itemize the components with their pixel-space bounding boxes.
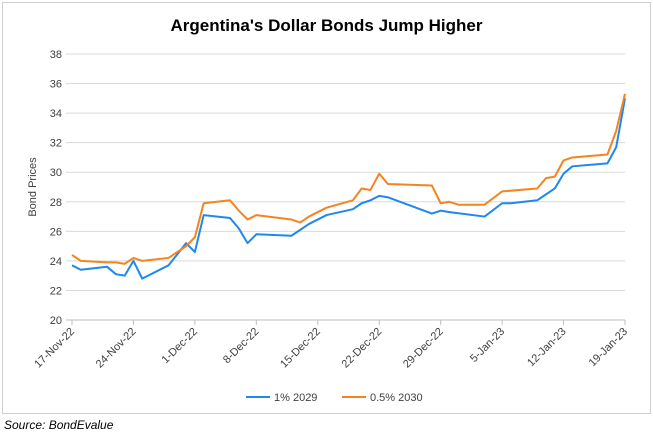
y-axis-label: Bond Prices [27, 157, 39, 217]
source-note: Source: BondEvalue [4, 418, 114, 432]
y-tick-label: 22 [50, 285, 62, 297]
x-tick-label: 24-Nov-22 [94, 326, 139, 371]
y-tick-label: 38 [50, 49, 62, 61]
y-tick-label: 36 [50, 79, 62, 91]
y-tick-label: 28 [50, 197, 62, 209]
y-tick-label: 32 [50, 138, 62, 150]
x-tick-label: 29-Dec-22 [401, 326, 446, 371]
chart-frame [2, 2, 651, 414]
x-tick-label: 17-Nov-22 [32, 326, 77, 371]
x-tick-label: 22-Dec-22 [340, 326, 385, 371]
x-tick-label: 1-Dec-22 [160, 326, 200, 366]
y-tick-label: 30 [50, 167, 62, 179]
x-tick-label: 15-Dec-22 [278, 326, 323, 371]
legend-label: 0.5% 2030 [370, 392, 423, 404]
y-tick-label: 26 [50, 226, 62, 238]
x-tick-label: 8-Dec-22 [221, 326, 261, 366]
chart-title: Argentina's Dollar Bonds Jump Higher [170, 16, 483, 35]
legend-label: 1% 2029 [274, 392, 317, 404]
x-tick-label: 12-Jan-23 [525, 326, 569, 370]
y-tick-label: 24 [50, 256, 62, 268]
x-tick-label: 19-Jan-23 [587, 326, 631, 370]
series-line-0-5pct-2030 [71, 93, 626, 265]
x-tick-label: 5-Jan-23 [468, 326, 507, 365]
series-line-1pct-2029 [71, 98, 626, 280]
y-tick-label: 20 [50, 315, 62, 327]
y-tick-label: 34 [50, 108, 62, 120]
